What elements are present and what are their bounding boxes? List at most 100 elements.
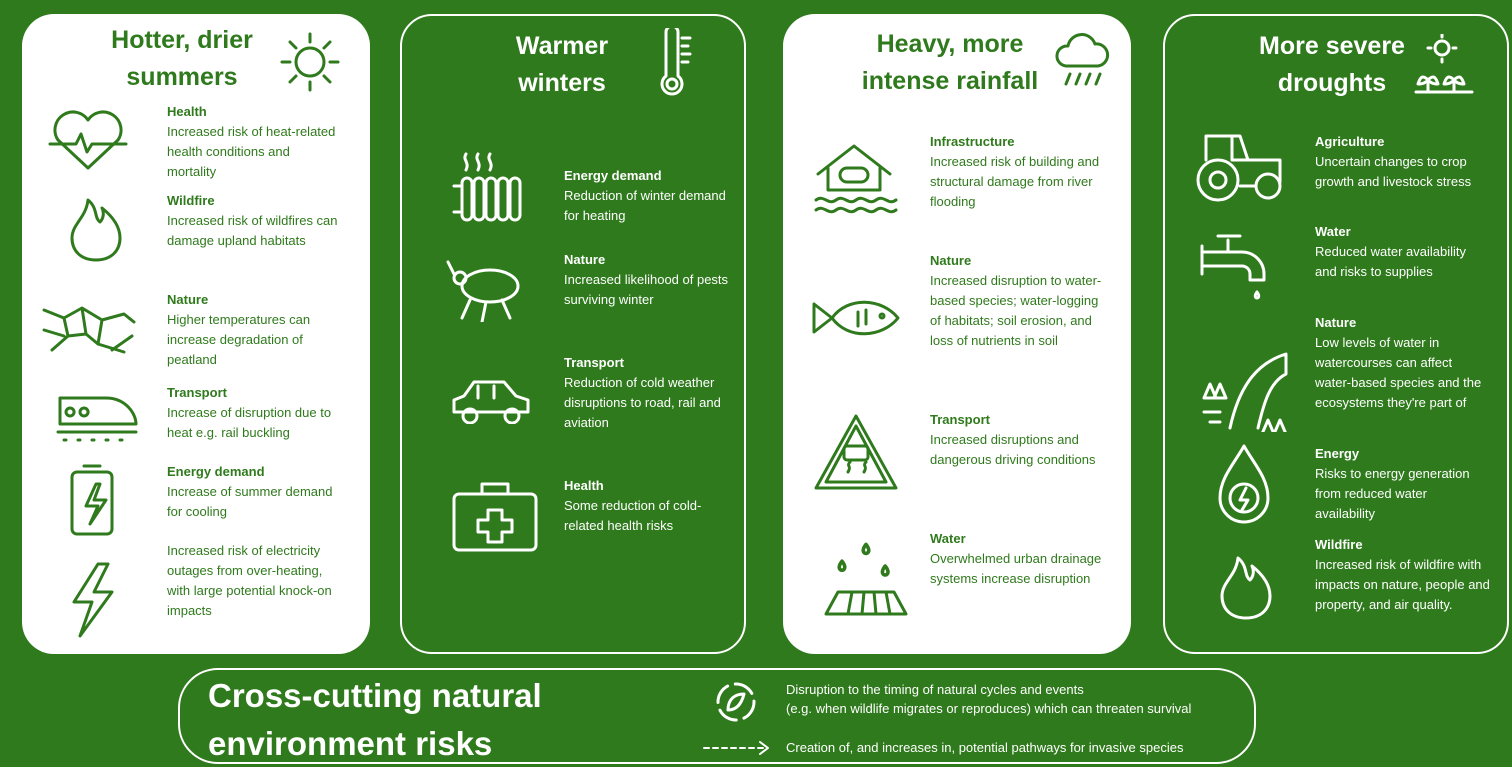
risk-item: Water Reduced water availability and risk…	[1315, 222, 1490, 282]
item-line: (e.g. when wildlife migrates or reproduc…	[786, 701, 1192, 716]
item-heading: Energy demand	[167, 464, 265, 479]
title-line: Heavy, more	[876, 30, 1024, 58]
risk-item: Transport Increased disruptions and dange…	[930, 410, 1105, 470]
item-heading: Nature	[167, 292, 209, 307]
item-heading: Energy demand	[564, 168, 662, 183]
icon	[56, 396, 138, 442]
item-text: Reduction of cold weather disruptions to…	[564, 375, 721, 430]
title-line: More severe	[1259, 32, 1405, 60]
icon	[1202, 352, 1288, 432]
panel: More severe droughts Agriculture Uncertain …	[1163, 14, 1509, 654]
title-line: intense rainfall	[861, 67, 1039, 95]
risk-item: Nature Low levels of water in watercourse…	[1315, 313, 1490, 413]
item-heading: Nature	[930, 253, 972, 268]
risk-item: Infrastructure Increased risk of building…	[930, 132, 1105, 212]
item-heading: Transport	[167, 385, 227, 400]
item-heading: Energy	[1315, 446, 1360, 461]
icon	[48, 110, 128, 170]
icon	[280, 32, 340, 92]
cross-cutting-title: Cross-cutting natural environment risks	[208, 672, 542, 767]
item-text: Increased risk of heat-related health co…	[167, 124, 336, 179]
item-heading: Water	[1315, 224, 1351, 239]
item-text: Some reduction of cold-related health ri…	[564, 498, 702, 533]
panel-title: Heavy, more intense rainfall	[840, 26, 1060, 100]
panel-title: Warmer winters	[482, 28, 642, 102]
cross-cutting-box: Cross-cutting natural environment risks Di…	[178, 668, 1256, 764]
item-text: Increased risk of wildfire with impacts …	[1315, 557, 1490, 612]
cross-cutting-item: Disruption to the timing of natural cycl…	[786, 680, 1191, 718]
item-heading: Health	[167, 104, 207, 119]
panel: Heavy, more intense rainfall Infrastructur…	[783, 14, 1131, 654]
item-heading: Water	[930, 531, 966, 546]
icon	[1200, 234, 1266, 300]
icon	[452, 380, 530, 424]
risk-item: Health Increased risk of heat-related hea…	[167, 102, 342, 182]
item-text: Increased risk of wildfires can damage u…	[167, 213, 338, 248]
risk-item: Nature Increased likelihood of pests surv…	[564, 250, 739, 310]
title-line: Hotter, drier	[111, 26, 253, 54]
icon	[814, 144, 898, 214]
item-heading: Transport	[564, 355, 624, 370]
icon	[1196, 134, 1282, 202]
item-text: Uncertain changes to crop growth and liv…	[1315, 154, 1472, 189]
item-text: Increase of disruption due to heat e.g. …	[167, 405, 332, 440]
risk-item: Energy demand Increase of summer demand f…	[167, 462, 342, 522]
item-line: Creation of, and increases in, potential…	[786, 740, 1184, 755]
title-line: winters	[518, 69, 606, 97]
item-text: Increased disruptions and dangerous driv…	[930, 432, 1096, 467]
icon	[812, 300, 900, 336]
icon	[1055, 33, 1110, 86]
item-text: Higher temperatures can increase degrada…	[167, 312, 311, 367]
title-line: Warmer	[515, 32, 609, 60]
icon	[660, 28, 692, 96]
item-text: Increase of summer demand for cooling	[167, 484, 333, 519]
title-line: summers	[126, 63, 238, 91]
risk-item: Increased risk of electricity outages fr…	[167, 541, 342, 621]
icon	[70, 464, 114, 536]
item-heading: Agriculture	[1315, 134, 1385, 149]
item-text: Reduction of winter demand for heating	[564, 188, 726, 223]
icon	[703, 741, 769, 755]
risk-item: Health Some reduction of cold-related hea…	[564, 476, 739, 536]
icon	[452, 482, 538, 552]
risk-item: Nature Higher temperatures can increase d…	[167, 290, 342, 370]
item-heading: Transport	[930, 412, 990, 427]
icon	[70, 198, 122, 262]
panel: Warmer winters Energy demand Reduction of w…	[400, 14, 746, 654]
risk-item: Nature Increased disruption to water-base…	[930, 251, 1105, 351]
item-heading: Wildfire	[167, 193, 215, 208]
title-line: droughts	[1277, 69, 1387, 97]
risk-item: Wildfire Increased risk of wildfires can …	[167, 191, 342, 251]
item-text: Increased likelihood of pests surviving …	[564, 272, 729, 307]
icon	[1220, 556, 1272, 620]
panel-title: More severe droughts	[1242, 28, 1422, 102]
risk-item: Energy demand Reduction of winter demand …	[564, 166, 739, 226]
panel-title: Hotter, drier summers	[82, 22, 282, 96]
item-line: Disruption to the timing of natural cycl…	[786, 682, 1084, 697]
item-text: Increased risk of electricity outages fr…	[167, 543, 332, 618]
risk-item: Water Overwhelmed urban drainage systems …	[930, 529, 1105, 589]
risk-item: Energy Risks to energy generation from re…	[1315, 444, 1490, 524]
risk-item: Agriculture Uncertain changes to crop gro…	[1315, 132, 1490, 192]
icon	[1414, 34, 1474, 94]
icon	[716, 682, 756, 722]
item-text: Increased disruption to water-based spec…	[930, 273, 1102, 348]
item-text: Overwhelmed urban drainage systems incre…	[930, 551, 1102, 586]
item-heading: Nature	[564, 252, 606, 267]
icon	[72, 562, 114, 638]
item-heading: Nature	[1315, 315, 1357, 330]
title-line: environment risks	[208, 725, 493, 762]
cross-cutting-item: Creation of, and increases in, potential…	[786, 738, 1183, 757]
icon	[824, 542, 908, 616]
risk-item: Transport Reduction of cold weather disru…	[564, 353, 739, 433]
icon	[452, 152, 522, 222]
item-heading: Infrastructure	[930, 134, 1015, 149]
risk-item: Transport Increase of disruption due to h…	[167, 383, 342, 443]
item-text: Low levels of water in watercourses can …	[1315, 335, 1482, 410]
item-heading: Health	[564, 478, 604, 493]
item-text: Reduced water availability and risks to …	[1315, 244, 1467, 279]
item-heading: Wildfire	[1315, 537, 1363, 552]
panel: Hotter, drier summers Health Increased risk…	[22, 14, 370, 654]
item-text: Increased risk of building and structura…	[930, 154, 1100, 209]
